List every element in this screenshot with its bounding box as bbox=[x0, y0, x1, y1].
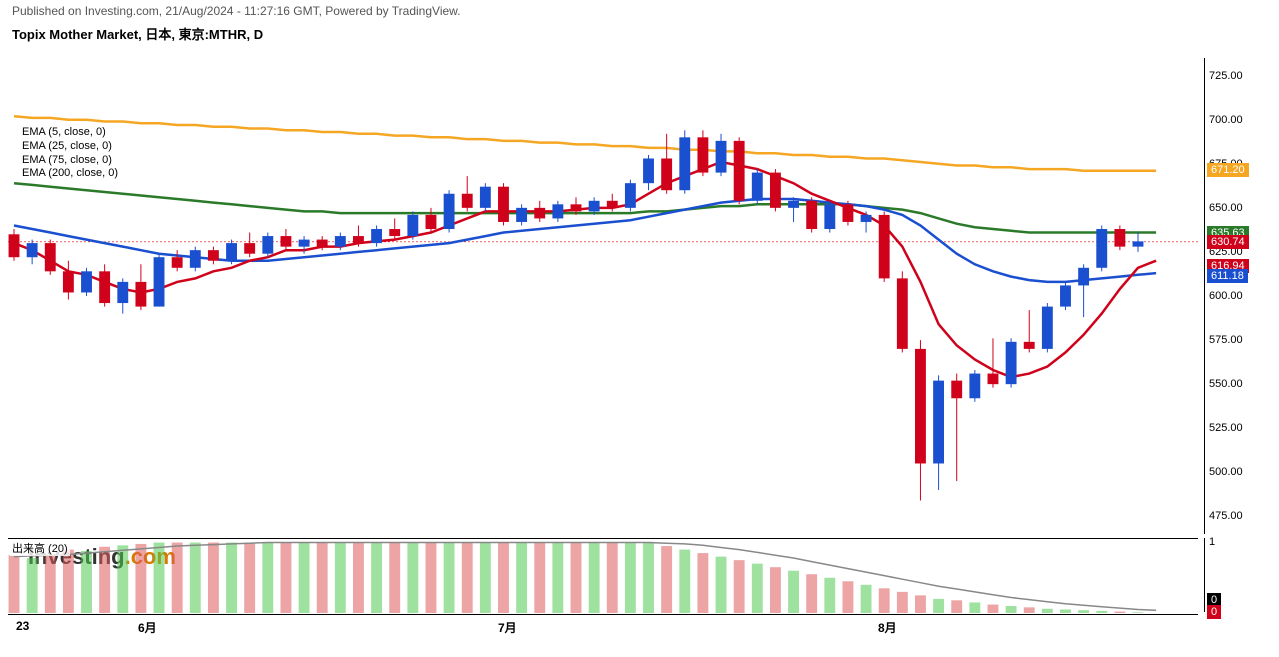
volume-svg bbox=[8, 539, 1198, 613]
published-header: Published on Investing.com, 21/Aug/2024 … bbox=[0, 0, 1279, 22]
volume-title: 出来高 (20) bbox=[10, 540, 70, 556]
volume-axis: 100 bbox=[1204, 538, 1279, 612]
price-chart[interactable]: EMA (5, close, 0)EMA (25, close, 0)EMA (… bbox=[8, 58, 1198, 534]
price-svg bbox=[8, 58, 1198, 534]
ema-legend: EMA (5, close, 0)EMA (25, close, 0)EMA (… bbox=[22, 126, 118, 181]
volume-chart[interactable]: 出来高 (20) bbox=[8, 538, 1198, 612]
price-axis: 475.00500.00525.00550.00575.00600.00625.… bbox=[1204, 58, 1279, 534]
time-axis: 236月7月8月 bbox=[8, 614, 1198, 644]
chart-title: Topix Mother Market, 日本, 東京:MTHR, D bbox=[0, 22, 1279, 45]
